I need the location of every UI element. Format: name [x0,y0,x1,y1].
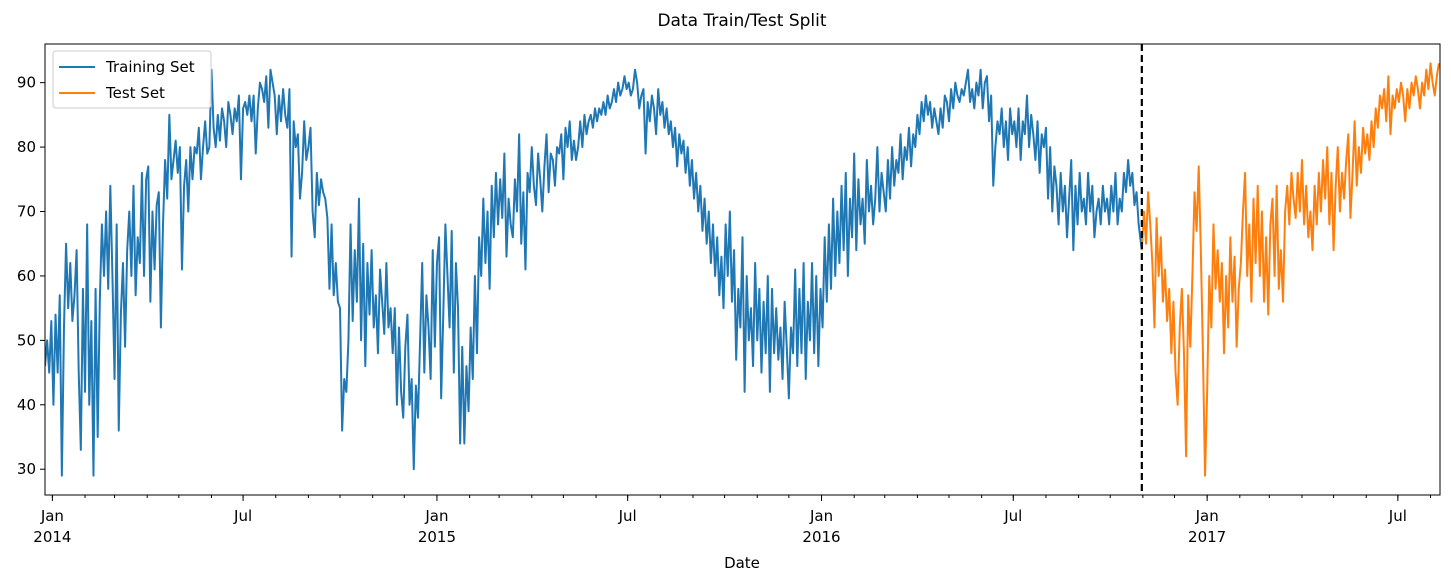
series-line-1 [1140,62,1440,477]
y-tick-label: 40 [17,396,36,414]
x-tick-label: Jul [1003,507,1022,525]
series-group [45,62,1440,477]
x-tick-label: Jul [618,507,637,525]
x-tick-year-label: 2014 [33,528,71,546]
x-tick-year-label: 2015 [418,528,456,546]
legend: Training Set Test Set [52,50,212,109]
y-tick-label: 80 [17,138,36,156]
x-axis-title: Date [724,554,760,572]
x-tick-year-label: 2016 [802,528,840,546]
y-axis: 30 40 50 60 70 80 90 [17,74,45,478]
x-tick-label: Jan [424,507,448,525]
y-tick-label: 70 [17,203,36,221]
plot-frame [44,43,1441,496]
x-tick-label: Jan [809,507,833,525]
chart-title: Data Train/Test Split [657,11,826,31]
legend-label: Test Set [105,84,165,102]
y-tick-label: 60 [17,267,36,285]
series-line-0 [45,68,1143,477]
legend-label: Training Set [105,58,195,76]
y-tick-label: 30 [17,460,36,478]
x-axis: Jan 2014 Jul Jan 2015 Jul Jan 2016 Jul Jan 2017 Jul [33,495,1432,546]
y-tick-label: 90 [17,74,36,92]
x-tick-label: Jul [233,507,252,525]
x-tick-label: Jul [1388,507,1407,525]
x-tick-year-label: 2017 [1188,528,1226,546]
y-tick-label: 50 [17,331,36,349]
x-tick-label: Jan [40,507,64,525]
x-tick-label: Jan [1195,507,1219,525]
